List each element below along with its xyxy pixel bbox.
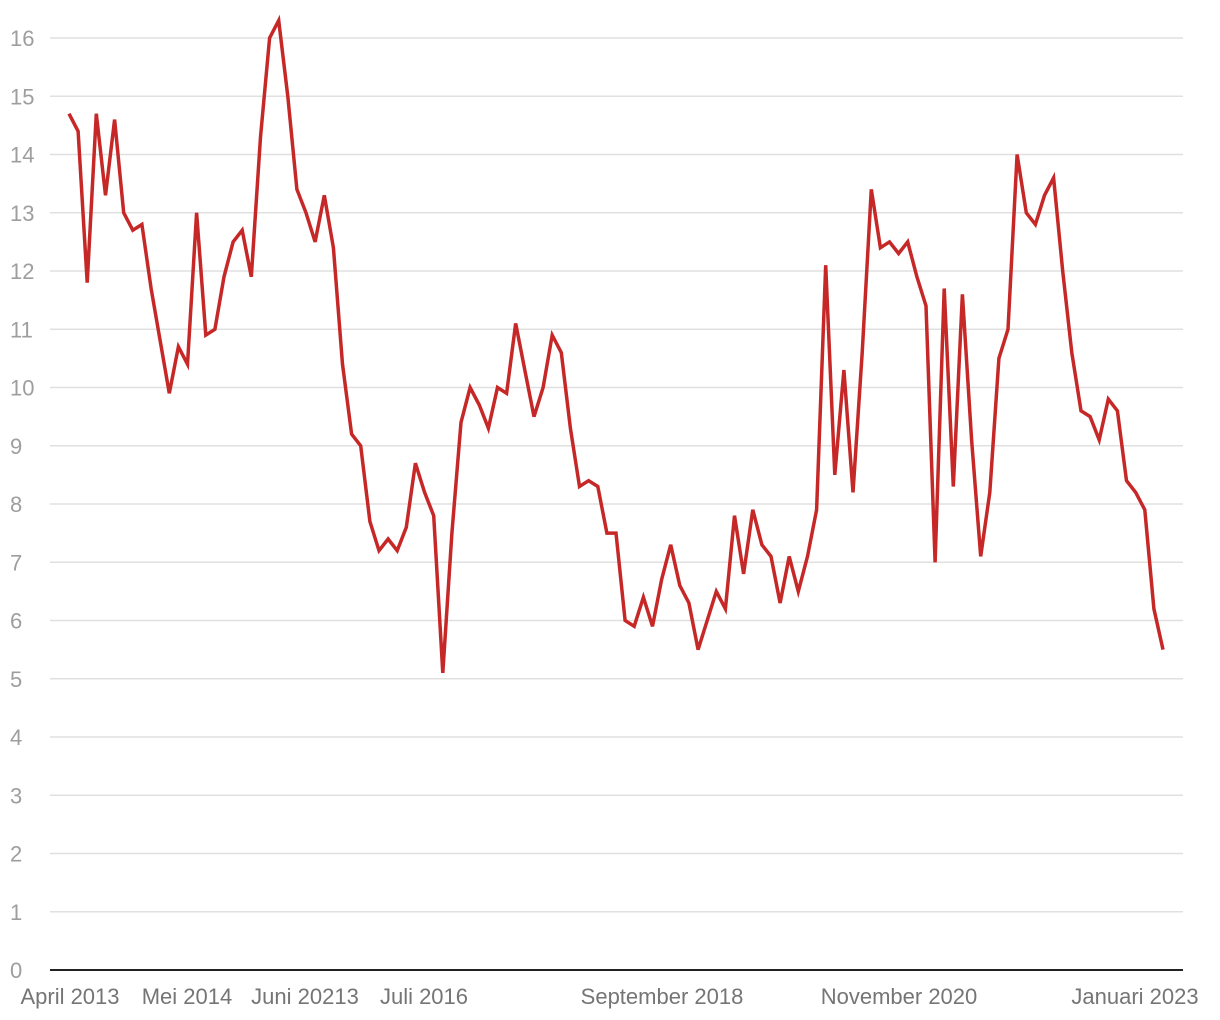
y-tick-label: 10 — [10, 376, 34, 401]
x-tick-label: Juni 20213 — [251, 984, 359, 1009]
y-tick-label: 14 — [10, 143, 34, 168]
series-layer — [67, 14, 1165, 674]
y-tick-label: 11 — [10, 317, 33, 342]
y-tick-label: 7 — [10, 550, 22, 575]
y-tick-label: 15 — [10, 84, 34, 109]
gridlines — [50, 37, 1183, 913]
y-tick-label: 12 — [10, 259, 34, 284]
y-tick-label: 1 — [10, 900, 22, 925]
x-tick-label: April 2013 — [20, 984, 119, 1009]
x-tick-label: Januari 2023 — [1071, 984, 1198, 1009]
y-tick-label: 4 — [10, 725, 22, 750]
y-tick-label: 3 — [10, 783, 22, 808]
y-tick-label: 2 — [10, 842, 22, 867]
x-tick-label: Mei 2014 — [142, 984, 233, 1009]
y-tick-label: 13 — [10, 201, 34, 226]
series-line — [67, 14, 1165, 674]
x-tick-label: November 2020 — [821, 984, 978, 1009]
y-tick-label: 16 — [10, 26, 34, 51]
y-tick-label: 8 — [10, 492, 22, 517]
y-tick-label: 6 — [10, 609, 22, 634]
y-tick-label: 5 — [10, 667, 22, 692]
y-tick-label: 9 — [10, 434, 22, 459]
x-tick-label: September 2018 — [581, 984, 744, 1009]
y-tick-label: 0 — [10, 958, 22, 983]
x-axis-tick-labels: April 2013 Mei 2014 Juni 20213 Juli 2016 Sep… — [20, 984, 1198, 1009]
x-tick-label: Juli 2016 — [380, 984, 468, 1009]
